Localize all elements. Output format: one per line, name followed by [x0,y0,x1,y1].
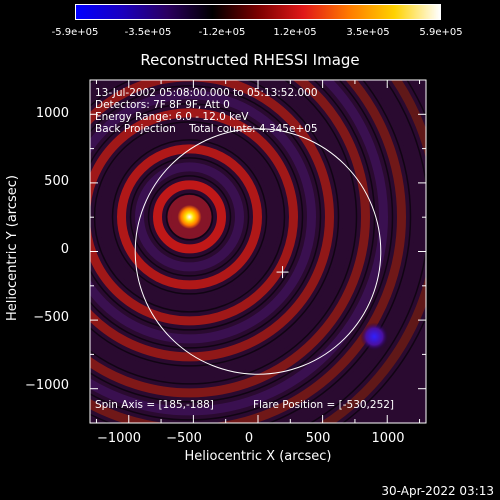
sidelobe-ring [117,144,263,290]
sidelobe-ring [90,108,298,326]
sidelobe-ring [90,80,334,362]
x-tick-label: −1000 [97,431,141,446]
x-tick-label: 1000 [371,431,405,446]
sidelobe-gap [111,139,268,295]
colorbar-tick-3: -1.2e+05 [198,27,246,38]
colorbar [75,4,441,20]
x-tick-label: −500 [166,431,202,446]
sidelobe-gap [129,157,250,277]
sidelobe-ring [90,80,388,416]
x-tick-label: 500 [305,431,331,446]
sidelobe-rings [0,0,426,447]
x-axis-label: Heliocentric X (arcsec) [184,449,332,464]
sidelobe-gap [165,193,214,241]
sidelobe-gap [90,80,358,385]
sidelobe-ring [90,90,316,344]
sidelobe-ring [90,80,370,398]
sidelobe-gap [90,80,376,403]
sidelobe-gap [90,80,340,367]
sidelobe-gap [90,80,412,423]
colorbar-tick-1: -5.9e+05 [51,27,99,38]
sidelobe-ring [135,162,245,272]
y-tick-label: 0 [60,242,69,257]
flare-source [177,204,202,229]
energy-range-label: Energy Range: 6.0 - 12.0 keV [95,111,249,123]
colorbar-tick-6: 5.9e+05 [419,27,463,38]
y-axis-label: Heliocentric Y (arcsec) [5,175,20,321]
colorbar-tick-2: -3.5e+05 [124,27,172,38]
sun-center-marker [276,266,289,279]
time-range-label: 13-Jul-2002 05:08:00.000 to 05:13:52.000 [95,87,318,99]
sidelobe-gap [90,85,322,349]
sidelobe-ring [90,80,352,380]
axis-ticks [90,79,426,424]
chart-title: Reconstructed RHESSI Image [140,51,360,69]
colorbar-tick-4: 1.2e+05 [273,27,317,38]
sidelobe-gap [93,121,286,313]
method-counts-label: Back Projection Total counts: 4.345e+05 [95,123,318,135]
sidelobe-ring [0,0,420,447]
sidelobe-ring [153,180,227,254]
colorbar-tick-5: 3.5e+05 [346,27,390,38]
spin-axis-label: Spin Axis = [185,-188] [95,399,214,411]
y-tick-label: 1000 [35,106,69,121]
solar-disk-limb [134,128,382,375]
y-tick-label: 500 [44,174,69,189]
y-tick-label: −500 [33,310,69,325]
colorbar-gradient [76,5,440,19]
sidelobe-gap [90,103,304,331]
sidelobe-ring [99,126,281,308]
sidelobe-gap [90,80,394,421]
negative-source [360,322,389,351]
render-timestamp: 30-Apr-2022 03:13 [381,484,494,498]
flare-position-label: Flare Position = [-530,252] [253,399,395,411]
sidelobe-ring [90,80,406,423]
y-tick-label: −1000 [25,378,69,393]
detectors-label: Detectors: 7F 8F 9F, Att 0 [95,99,230,111]
sidelobe-gap [147,175,232,259]
x-tick-label: 0 [244,431,254,446]
